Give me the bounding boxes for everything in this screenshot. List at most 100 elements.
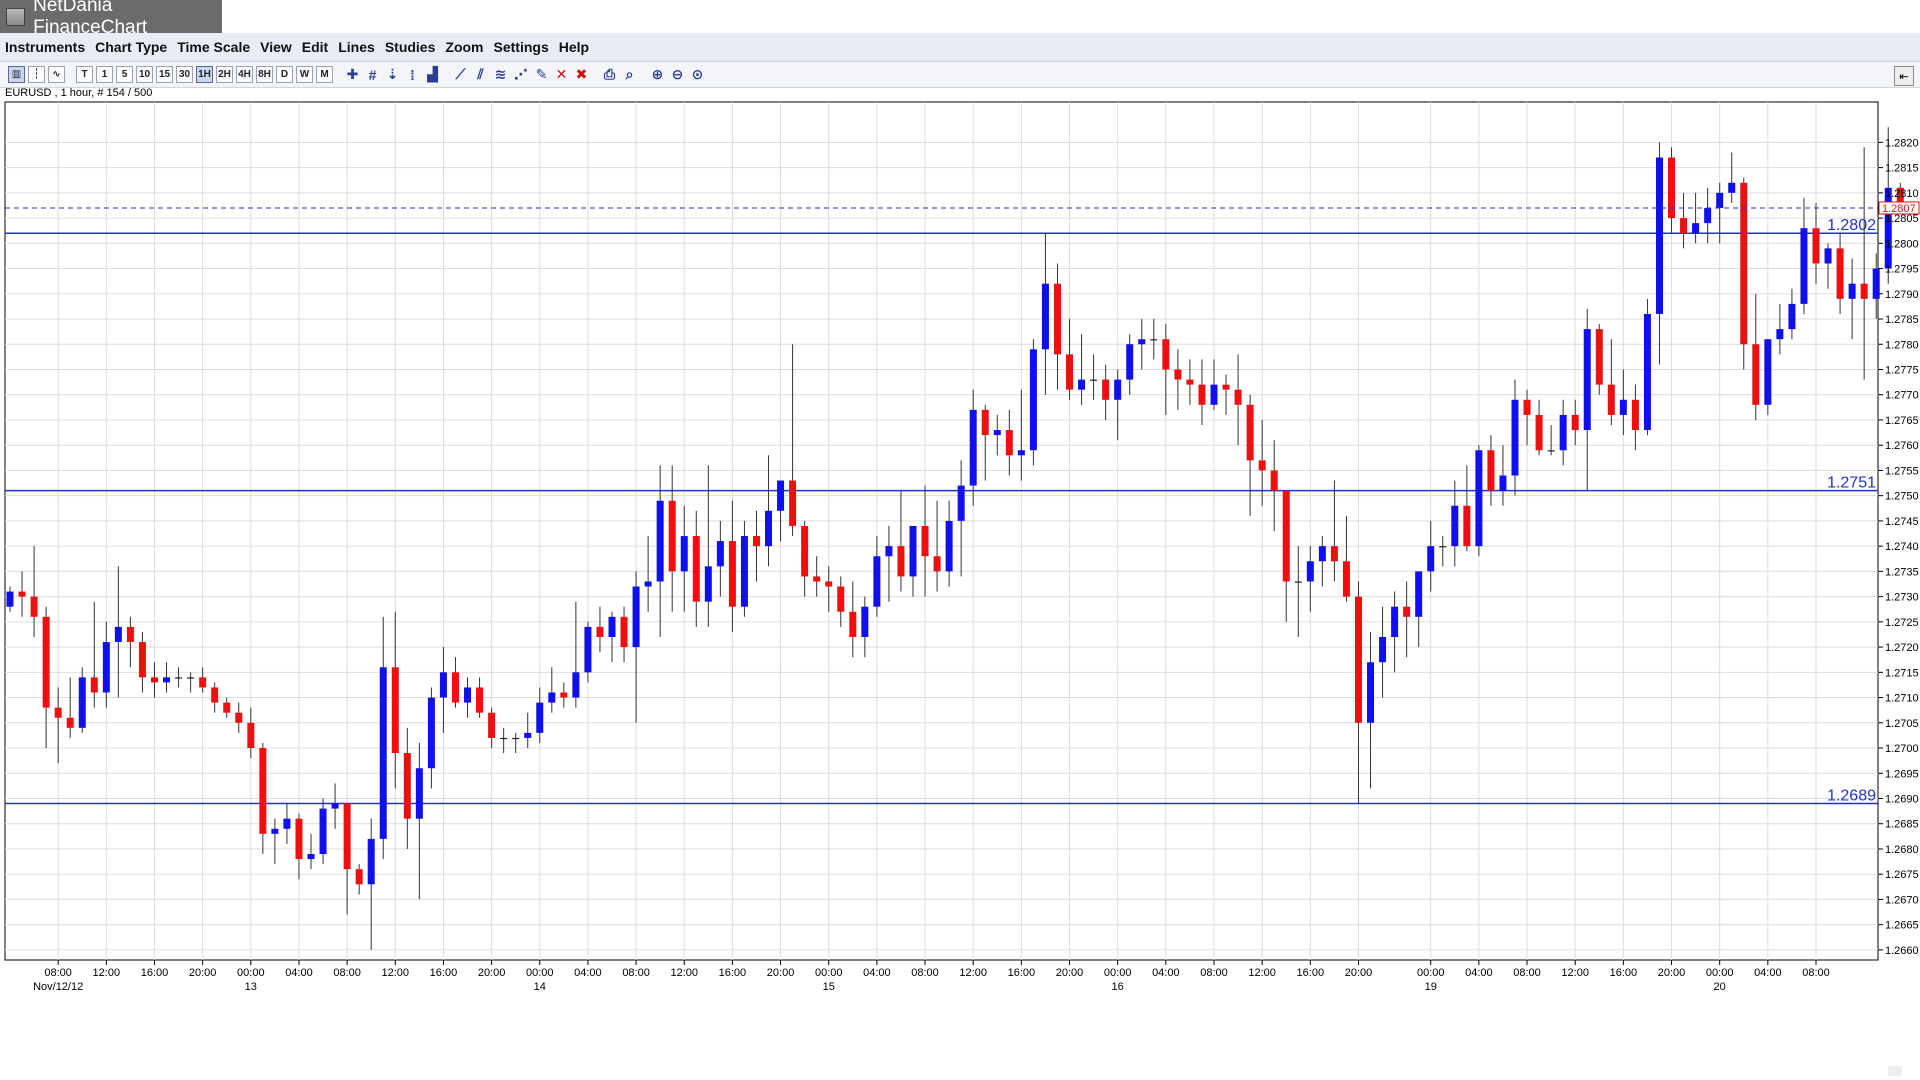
candle-body [199,677,207,688]
candle-body [1619,399,1627,415]
delete-all-icon[interactable]: ✖ [575,66,588,82]
bar-chart-icon[interactable]: ┆ [28,66,45,83]
plot-area[interactable] [4,101,1879,961]
candle [1005,409,1013,476]
candle-body [1559,414,1567,451]
menu-edit[interactable]: Edit [301,39,329,55]
candle-body [560,692,568,698]
menu-lines[interactable]: Lines [338,39,375,55]
candle-body [1764,339,1772,405]
print-icon[interactable]: ⎙ [603,66,616,82]
candle [740,520,748,617]
candle [728,500,736,632]
channel-icon[interactable]: ⫽ [477,66,484,82]
cursor-icon[interactable]: ⇣ [386,66,399,82]
menu-time-scale[interactable]: Time Scale [177,39,251,55]
candle-body [1631,399,1639,431]
fibonacci-icon[interactable]: ≋ [494,66,507,82]
menu-instruments[interactable]: Instruments [5,39,86,55]
candle [608,611,616,663]
candle-body [1029,349,1037,451]
tf-day-button[interactable]: D [276,66,293,83]
candle [765,455,773,567]
candle-body [1607,384,1615,415]
candle-body [572,672,580,698]
candle-body [1282,490,1290,582]
y-tick-label: 1.2775 [1885,364,1919,376]
candle-body [1427,546,1435,572]
trendline-icon[interactable]: ⟋ [455,66,466,82]
line-chart-icon[interactable]: ∿ [48,66,65,83]
menu-studies[interactable]: Studies [384,39,436,55]
x-tick-label: 04:00 [1465,967,1493,979]
tf-1h-button[interactable]: 1H [196,66,213,83]
tf-tick-button[interactable]: T [76,66,93,83]
candle-body [6,591,14,607]
y-tick-label: 1.2750 [1885,491,1919,503]
candle [1511,379,1519,496]
horizontal-line-label: 1.2802 [1827,217,1876,234]
tf-2h-button[interactable]: 2H [216,66,233,83]
candle [1680,192,1688,249]
tf-15m-button[interactable]: 15 [156,66,173,83]
candle [692,510,700,627]
pencil-icon[interactable]: ✎ [535,66,548,82]
resize-grip[interactable] [1888,1066,1902,1076]
candle-body [1716,192,1724,208]
candle-body [319,808,327,855]
menu-view[interactable]: View [260,39,292,55]
candle [969,389,977,506]
x-tick-label: 12:00 [382,967,410,979]
x-tick-label: 12:00 [959,967,987,979]
tf-1m-button[interactable]: 1 [96,66,113,83]
candle-body [367,838,375,885]
zoom-in-icon[interactable]: ⊕ [651,66,664,82]
menu-zoom[interactable]: Zoom [445,39,484,55]
candle [1126,334,1134,395]
x-tick-label: 16:00 [430,967,458,979]
zoom-out-icon[interactable]: ⊖ [671,66,684,82]
tf-4h-button[interactable]: 4H [236,66,253,83]
last-price-label: 1.2807 [1882,203,1916,215]
candle [584,621,592,683]
delete-line-icon[interactable]: ✕ [555,66,568,82]
y-tick-label: 1.2770 [1885,390,1919,402]
studies-icon[interactable]: ⁞ [410,66,415,83]
candle-body [813,576,821,582]
candle-body [1415,571,1423,617]
tf-week-button[interactable]: W [296,66,313,83]
menu-help[interactable]: Help [558,39,590,55]
tf-8h-button[interactable]: 8H [256,66,273,83]
tf-month-button[interactable]: M [316,66,333,83]
candle-body [271,828,279,834]
app-tab[interactable]: NetDania FinanceChart [0,0,222,38]
candlestick-chart-icon[interactable]: ▥ [8,66,25,83]
candle-body [680,536,688,572]
tf-5m-button[interactable]: 5 [116,66,133,83]
candle [1403,581,1411,658]
candle [1800,197,1808,314]
menu-settings[interactable]: Settings [493,39,549,55]
candle [668,465,676,612]
grid-icon[interactable]: # [368,66,377,83]
candle [439,647,447,733]
tf-10m-button[interactable]: 10 [136,66,153,83]
candle [885,525,893,602]
candle [1102,364,1110,420]
zoom-reset-icon[interactable]: ⊙ [691,66,704,82]
candle-body [90,677,98,693]
menu-chart-type[interactable]: Chart Type [95,39,168,55]
candle [138,631,146,693]
volume-icon[interactable]: ▟ [427,66,438,82]
x-tick-label: 08:00 [911,967,939,979]
panel-toggle-icon[interactable]: ⇤ [1894,66,1914,86]
candle-body [885,546,893,557]
print-preview-icon[interactable]: ⌕ [625,66,634,82]
candle-body [608,616,616,637]
crosshair-icon[interactable]: ✚ [346,66,359,82]
tf-30m-button[interactable]: 30 [176,66,193,83]
candle-body [524,732,532,738]
fan-icon[interactable]: ⋰ [514,66,528,82]
y-tick-label: 1.2670 [1885,894,1919,906]
